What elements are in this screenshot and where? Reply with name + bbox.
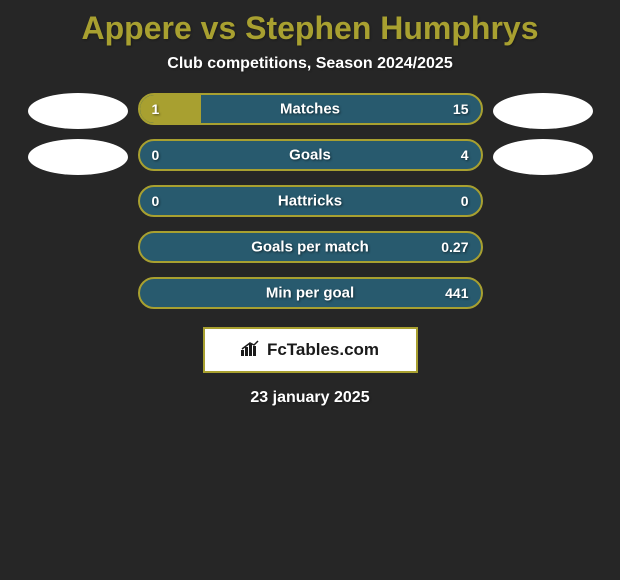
stat-bar-goals-per-match: Goals per match 0.27 <box>138 231 483 263</box>
stat-bar-hattricks: 0 Hattricks 0 <box>138 185 483 217</box>
stats-section: 1 Matches 15 0 Goals 4 0 Hattricks 0 Goa… <box>0 93 620 309</box>
player-avatar-right-1 <box>493 93 593 129</box>
stat-value-right: 4 <box>461 147 469 163</box>
stat-bars: 1 Matches 15 0 Goals 4 0 Hattricks 0 Goa… <box>138 93 483 309</box>
stat-value-left: 0 <box>152 193 160 209</box>
player-avatar-left-1 <box>28 93 128 129</box>
avatars-left <box>28 93 128 175</box>
logo-text: FcTables.com <box>267 340 379 360</box>
stat-label: Goals <box>289 147 331 164</box>
player-avatar-right-2 <box>493 139 593 175</box>
stat-bar-goals: 0 Goals 4 <box>138 139 483 171</box>
stat-bar-matches: 1 Matches 15 <box>138 93 483 125</box>
stat-label: Goals per match <box>251 239 369 256</box>
stat-label: Hattricks <box>278 193 342 210</box>
player-avatar-left-2 <box>28 139 128 175</box>
stat-label: Min per goal <box>266 285 354 302</box>
stat-bar-min-per-goal: Min per goal 441 <box>138 277 483 309</box>
stat-value-left: 0 <box>152 147 160 163</box>
stat-value-right: 0 <box>461 193 469 209</box>
stat-value-right: 0.27 <box>441 239 468 255</box>
page-title: Appere vs Stephen Humphrys <box>0 0 620 55</box>
comparison-container: Appere vs Stephen Humphrys Club competit… <box>0 0 620 580</box>
subtitle: Club competitions, Season 2024/2025 <box>0 55 620 93</box>
date-text: 23 january 2025 <box>0 389 620 407</box>
stat-label: Matches <box>280 101 340 118</box>
logo-box[interactable]: FcTables.com <box>203 327 418 373</box>
stat-value-right: 15 <box>453 101 469 117</box>
stat-value-left: 1 <box>152 101 160 117</box>
stat-value-right: 441 <box>445 285 468 301</box>
stat-fill-left <box>140 95 201 123</box>
avatars-right <box>493 93 593 175</box>
chart-icon <box>241 340 261 361</box>
